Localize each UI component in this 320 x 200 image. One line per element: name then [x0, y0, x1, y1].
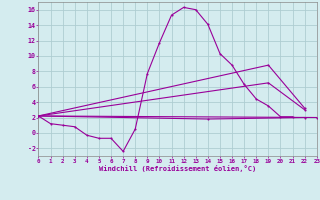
X-axis label: Windchill (Refroidissement éolien,°C): Windchill (Refroidissement éolien,°C) [99, 165, 256, 172]
